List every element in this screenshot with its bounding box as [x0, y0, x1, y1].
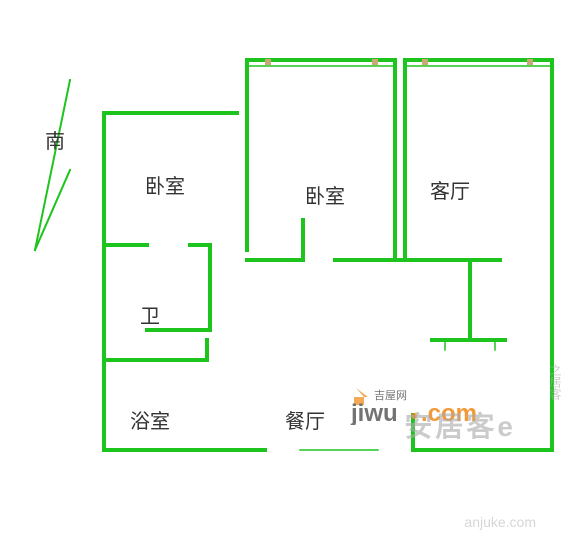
- compass-label: 南: [45, 125, 65, 154]
- label-bedroom1: 卧室: [145, 170, 185, 199]
- svg-text:jiwu: jiwu: [350, 400, 398, 425]
- floorplan-svg: [0, 0, 576, 540]
- anjuke-big-watermark: 安居客e: [404, 405, 516, 445]
- anjuke-url-watermark: anjuke.com: [464, 514, 536, 530]
- label-bathroom1: 卫: [140, 300, 160, 329]
- anjuke-side-watermark: 之居客: [547, 364, 564, 400]
- label-bathroom2: 浴室: [130, 405, 170, 434]
- label-living: 客厅: [430, 175, 470, 204]
- label-dining: 餐厅: [285, 405, 325, 434]
- label-bedroom2: 卧室: [305, 180, 345, 209]
